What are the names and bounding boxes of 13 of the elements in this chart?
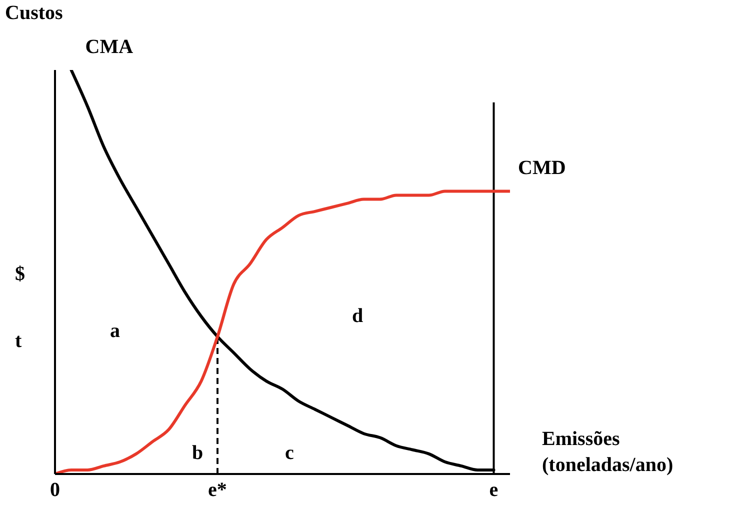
text: t (15, 330, 22, 353)
series-label: CMD (518, 157, 566, 180)
y-axis-title: Custos (5, 2, 63, 25)
annotation: d (352, 305, 364, 328)
annotation: a (110, 320, 120, 343)
x-tick-label: e (489, 479, 498, 502)
series-label: CMA (85, 36, 134, 59)
annotation: c (285, 442, 294, 465)
text: $ (15, 263, 25, 286)
x-tick-label: 0 (50, 479, 60, 502)
annotation: b (192, 442, 204, 465)
x-axis-title: Emissões (toneladas/ano) (542, 427, 674, 478)
x-tick-label: e* (208, 479, 227, 502)
